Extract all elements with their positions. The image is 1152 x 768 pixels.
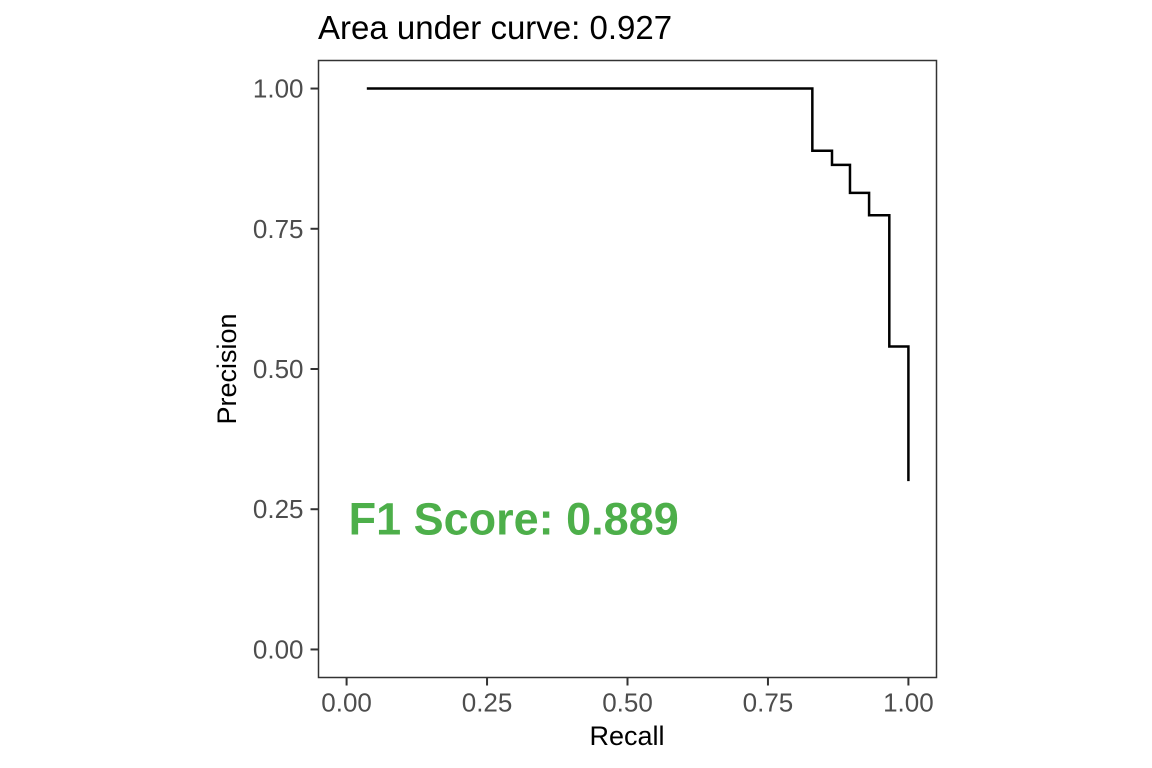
- y-tick-label: 1.00: [253, 74, 304, 104]
- x-axis-title: Recall: [589, 721, 664, 751]
- y-tick-label: 0.25: [253, 494, 304, 524]
- x-axis: 0.00 0.25 0.50 0.75 1.00: [321, 677, 934, 718]
- curve-layer: [366, 87, 910, 482]
- plot-panel: [317, 59, 938, 679]
- chart-title: Area under curve: 0.927: [318, 9, 672, 46]
- y-tick-label: 0.75: [253, 214, 304, 244]
- x-tick-label: 0.00: [321, 688, 372, 718]
- y-tick-label: 0.50: [253, 354, 304, 384]
- pr-curve-line: [366, 87, 910, 482]
- y-tick-label: 0.00: [253, 634, 304, 664]
- x-tick-label: 0.75: [743, 688, 794, 718]
- x-tick-label: 0.25: [462, 688, 513, 718]
- f1-score-annotation: F1 Score: 0.889: [349, 493, 679, 544]
- x-tick-label: 0.50: [602, 688, 653, 718]
- x-tick-label: 1.00: [883, 688, 934, 718]
- annotation-layer: F1 Score: 0.889: [349, 493, 679, 544]
- y-axis-title: Precision: [212, 313, 242, 424]
- y-axis: 0.00 0.25 0.50 0.75 1.00: [253, 74, 319, 664]
